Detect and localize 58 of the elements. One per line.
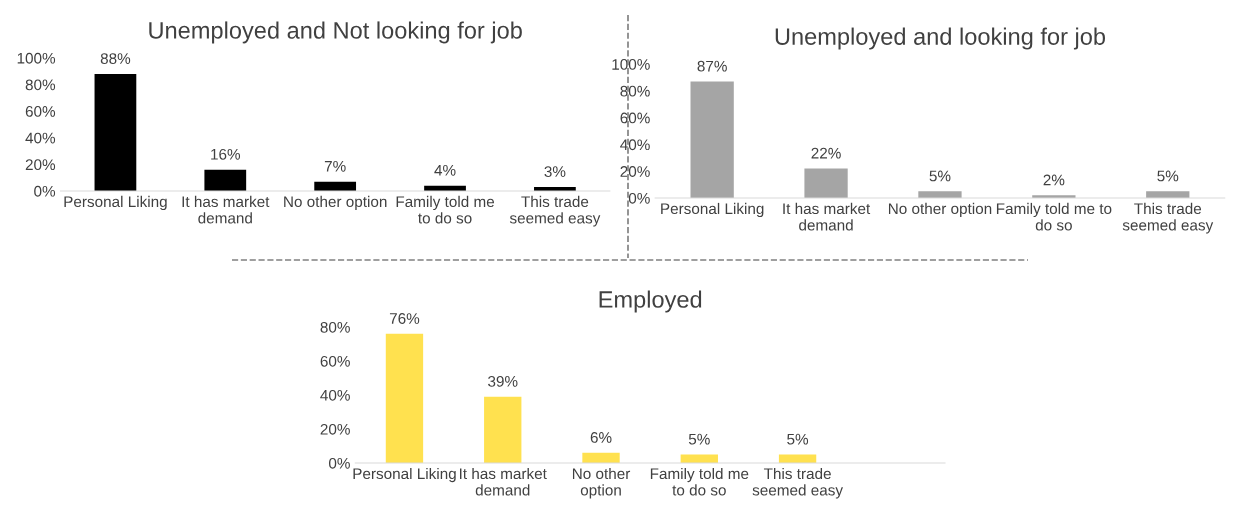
y-tick-label: 40% [25,132,56,144]
data-label: 22% [811,147,841,159]
y-tick-label: 0% [328,457,350,469]
y-tick-label: 20% [25,159,56,171]
y-tick-label: 100% [17,52,56,64]
y-tick-label: 60% [620,112,650,124]
x-tick-label: No other option [284,195,387,211]
bar [918,191,962,199]
x-tick-label: It has market demand [460,467,547,496]
data-label: 5% [787,433,809,445]
x-tick-label: This trade seemed easy [1122,202,1214,234]
data-label: 39% [488,375,518,387]
chart-title: Unemployed and Not looking for job [149,21,522,44]
bar [204,169,247,191]
data-label: 5% [1157,170,1179,182]
bar [690,81,734,199]
y-tick-label: 80% [320,321,350,333]
y-tick-label: 60% [25,106,56,117]
x-tick-label: Personal Liking [661,202,764,218]
data-label: 5% [688,433,710,445]
y-tick-label: 80% [25,79,56,91]
y-tick-label: 40% [620,139,650,151]
x-tick-label: Family told me to do so [996,202,1112,231]
data-label: 88% [100,53,131,64]
bar [582,452,620,464]
y-tick-label: 100% [612,58,650,70]
chart-title: Employed [599,290,702,313]
data-label: 2% [1043,174,1065,186]
bar [385,333,424,464]
y-tick-label: 80% [620,85,650,97]
x-tick-label: This trade seemed easy [509,195,601,227]
data-label: 7% [324,160,346,172]
chart-title: Unemployed and looking for job [775,27,1106,50]
bar [484,396,522,464]
y-tick-label: 20% [320,423,350,435]
data-label: 16% [211,148,241,160]
x-tick-label: No other option [572,467,631,499]
x-tick-label: No other option [888,202,992,218]
x-tick-label: Personal Liking [353,467,456,483]
y-tick-label: 0% [34,185,56,197]
bar [804,168,848,199]
x-tick-label: Family told me to do so [650,467,749,496]
x-tick-label: It has market demand [182,195,270,224]
y-tick-label: 40% [320,389,350,401]
x-tick-label: Personal Liking [64,195,167,211]
x-tick-label: Family told me to do so [396,195,495,224]
y-tick-label: 60% [320,355,350,367]
y-tick-label: 20% [620,166,650,177]
bar [94,73,137,191]
data-label: 76% [389,313,420,324]
x-tick-label: It has market demand [783,202,871,231]
data-label: 87% [697,60,727,72]
data-label: 5% [929,170,951,182]
x-tick-label: This trade seemed easy [752,467,843,499]
data-label: 6% [590,432,612,443]
data-label: 3% [544,166,566,178]
data-label: 4% [434,164,456,176]
y-tick-label: 0% [628,192,650,204]
